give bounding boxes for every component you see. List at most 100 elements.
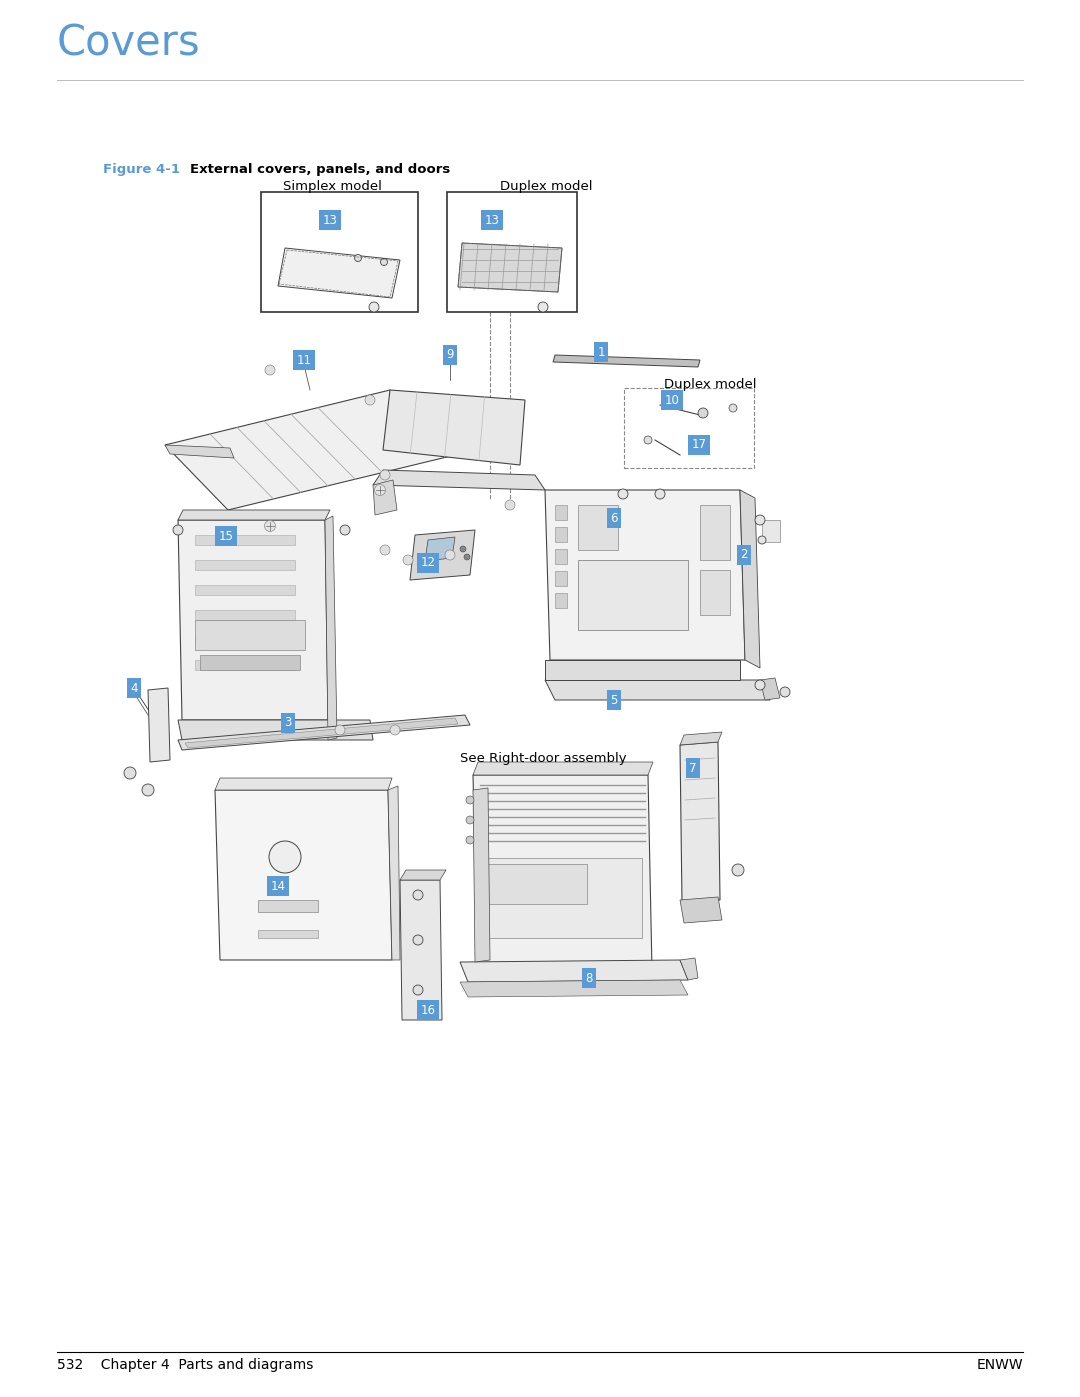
Text: Duplex model: Duplex model [500,180,593,193]
Polygon shape [165,446,234,458]
Text: 2: 2 [740,549,747,562]
Polygon shape [178,520,328,719]
Polygon shape [400,870,446,880]
Circle shape [413,985,423,995]
Circle shape [375,485,386,496]
Bar [195,659,295,671]
Polygon shape [680,958,698,981]
Bar [624,388,754,468]
Circle shape [464,555,470,560]
Circle shape [365,395,375,405]
Circle shape [698,408,708,418]
Bar [261,191,418,312]
Bar [195,535,295,545]
Circle shape [465,816,474,824]
Polygon shape [545,680,770,700]
Circle shape [758,536,766,543]
Circle shape [380,545,390,555]
Polygon shape [473,788,490,963]
Circle shape [269,841,301,873]
Polygon shape [760,678,780,700]
Bar [195,585,295,595]
Circle shape [618,489,627,499]
Bar [578,560,688,630]
Polygon shape [215,778,392,789]
Circle shape [124,767,136,780]
Bar [545,659,740,680]
Text: 5: 5 [610,693,618,707]
Text: Simplex model: Simplex model [283,180,381,193]
Polygon shape [178,510,330,520]
Polygon shape [325,515,337,740]
Polygon shape [680,732,723,745]
Polygon shape [680,742,720,902]
Polygon shape [388,787,400,960]
Circle shape [403,555,413,564]
Polygon shape [383,390,525,465]
Text: 14: 14 [270,880,285,893]
Polygon shape [165,390,455,510]
Polygon shape [458,243,562,292]
Polygon shape [680,897,723,923]
Bar [195,560,295,570]
Circle shape [460,546,465,552]
Bar [258,900,318,912]
Text: 17: 17 [691,439,706,451]
Circle shape [654,489,665,499]
Text: 13: 13 [485,214,499,226]
Polygon shape [473,761,653,775]
Bar [555,527,567,542]
Polygon shape [178,719,373,740]
Circle shape [413,935,423,944]
Text: 10: 10 [664,394,679,407]
Bar [555,571,567,585]
Text: External covers, panels, and doors: External covers, panels, and doors [190,163,450,176]
Circle shape [265,521,275,531]
Text: 1: 1 [597,345,605,359]
Bar [480,858,642,937]
Circle shape [732,863,744,876]
Polygon shape [148,687,170,761]
Text: 3: 3 [284,717,292,729]
Text: 11: 11 [297,353,311,366]
Bar [487,863,588,904]
Text: 532    Chapter 4  Parts and diagrams: 532 Chapter 4 Parts and diagrams [57,1358,313,1372]
Text: 8: 8 [585,971,593,985]
Text: 4: 4 [131,682,138,694]
Bar [555,549,567,564]
Polygon shape [373,469,545,490]
Circle shape [335,725,345,735]
Circle shape [505,500,515,510]
Text: 12: 12 [420,556,435,570]
Circle shape [729,404,737,412]
Polygon shape [410,529,475,580]
Bar [578,504,618,550]
Polygon shape [400,880,442,1020]
Circle shape [354,254,362,261]
Text: Covers: Covers [57,22,201,66]
Bar [555,592,567,608]
Circle shape [780,687,789,697]
Polygon shape [373,481,397,515]
Text: ENWW: ENWW [976,1358,1023,1372]
Bar [700,504,730,560]
Bar [700,570,730,615]
Text: 13: 13 [323,214,337,226]
Polygon shape [215,789,392,960]
Bar [258,930,318,937]
Circle shape [465,835,474,844]
Bar [762,520,780,542]
Text: 16: 16 [420,1003,435,1017]
Polygon shape [460,981,688,997]
Circle shape [413,890,423,900]
Text: 15: 15 [218,529,233,542]
Circle shape [369,302,379,312]
Circle shape [465,796,474,805]
Bar [555,504,567,520]
Circle shape [755,680,765,690]
Polygon shape [740,490,760,668]
Polygon shape [545,490,745,659]
Polygon shape [553,355,700,367]
Text: 6: 6 [610,511,618,524]
Circle shape [538,302,548,312]
